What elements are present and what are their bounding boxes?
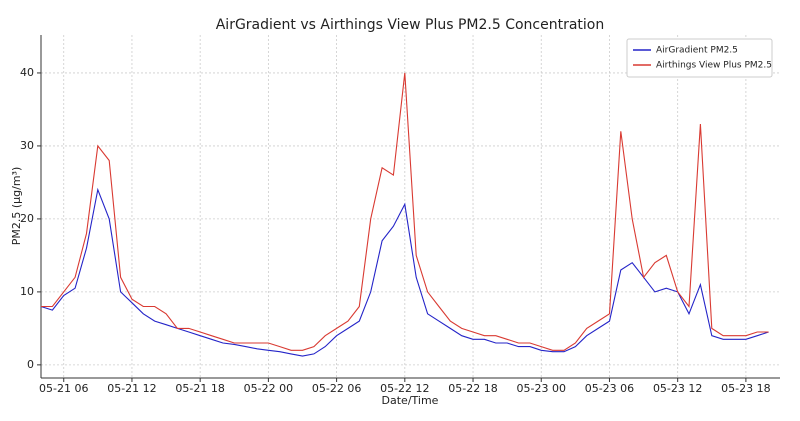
x-tick-label: 05-22 06 — [312, 382, 361, 395]
y-tick-label: 0 — [27, 358, 34, 371]
y-tick-label: 20 — [20, 212, 34, 225]
x-tick-label: 05-23 18 — [721, 382, 770, 395]
x-tick-label: 05-23 06 — [585, 382, 634, 395]
chart-title: AirGradient vs Airthings View Plus PM2.5… — [216, 17, 605, 33]
x-tick-label: 05-23 12 — [653, 382, 702, 395]
x-tick-label: 05-22 00 — [244, 382, 293, 395]
x-tick-label: 05-21 12 — [107, 382, 156, 395]
x-tick-label: 05-22 18 — [448, 382, 497, 395]
x-tick-label: 05-21 18 — [175, 382, 224, 395]
y-tick-label: 10 — [20, 285, 34, 298]
y-tick-label: 40 — [20, 66, 34, 79]
x-axis-label: Date/Time — [382, 394, 439, 407]
y-tick-label: 30 — [20, 139, 34, 152]
legend-box — [626, 38, 773, 78]
series-line — [40, 187, 769, 357]
series-line — [41, 72, 769, 351]
x-tick-label: 05-23 00 — [517, 382, 566, 395]
x-tick-label: 05-21 06 — [39, 382, 88, 395]
legend-label: Airthings View Plus PM2.5 — [656, 61, 772, 71]
legend-label: AirGradient PM2.5 — [656, 46, 738, 56]
y-axis-label: PM2.5 (µg/m³) — [10, 167, 23, 246]
x-tick-label: 05-22 12 — [380, 382, 429, 395]
